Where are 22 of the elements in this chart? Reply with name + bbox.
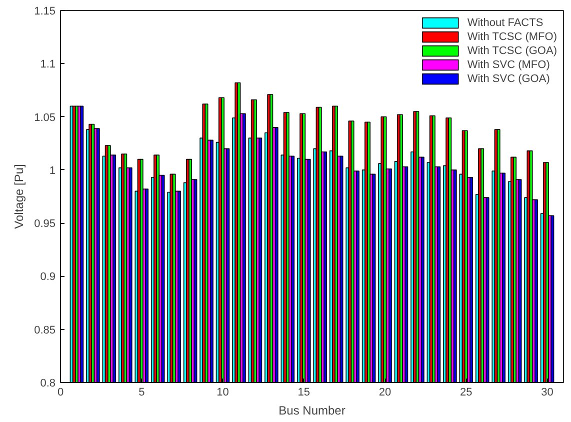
y-tick-label: 1.15 — [34, 6, 56, 18]
x-tick-label: 25 — [460, 386, 472, 398]
x-tick-label: 15 — [298, 386, 310, 398]
x-axis-title: Bus Number — [278, 404, 346, 418]
y-axis-title: Voltage [Pu] — [12, 164, 26, 229]
x-tick-label: 10 — [216, 386, 229, 398]
legend-label: With SVC (MFO) — [467, 58, 550, 71]
y-tick-label: 1.05 — [34, 112, 56, 124]
y-tick-label: 0.8 — [40, 378, 56, 390]
legend-label: With TCSC (MFO) — [467, 30, 557, 43]
legend-label: With TCSC (GOA) — [467, 44, 557, 57]
x-tick-label: 0 — [57, 386, 64, 398]
x-tick-label: 30 — [541, 386, 554, 398]
y-tick-label: 0.9 — [40, 271, 56, 284]
y-tick-label: 0.95 — [34, 218, 56, 230]
x-tick-label: 5 — [138, 386, 145, 398]
legend-label: With SVC (GOA) — [467, 72, 550, 85]
y-tick-label: 0.85 — [34, 324, 56, 336]
y-tick-label: 1 — [49, 164, 56, 177]
y-tick-label: 1.1 — [40, 58, 56, 71]
x-tick-label: 20 — [378, 386, 392, 398]
legend-label: Without FACTS — [467, 16, 544, 29]
